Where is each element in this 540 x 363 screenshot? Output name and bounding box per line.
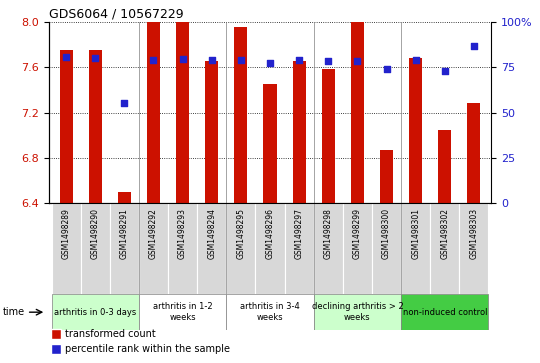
Bar <box>176 22 189 203</box>
Text: GSM1498303: GSM1498303 <box>469 208 478 259</box>
Bar <box>89 50 102 203</box>
Bar <box>293 61 306 203</box>
Point <box>470 43 478 49</box>
Bar <box>401 294 489 330</box>
Bar <box>80 203 110 294</box>
Bar <box>460 203 489 294</box>
Bar <box>285 203 314 294</box>
Point <box>382 66 391 72</box>
Text: time: time <box>3 307 25 317</box>
Text: arthritis in 3-4
weeks: arthritis in 3-4 weeks <box>240 302 300 322</box>
Text: GSM1498296: GSM1498296 <box>266 208 274 259</box>
Bar <box>168 203 197 294</box>
Bar <box>110 203 139 294</box>
Bar <box>226 203 255 294</box>
Bar <box>343 203 372 294</box>
Point <box>149 57 158 63</box>
Bar <box>380 150 393 203</box>
Point <box>324 58 333 64</box>
Text: GSM1498293: GSM1498293 <box>178 208 187 259</box>
Text: declining arthritis > 2
weeks: declining arthritis > 2 weeks <box>312 302 403 322</box>
Text: GSM1498301: GSM1498301 <box>411 208 420 259</box>
Text: non-induced control: non-induced control <box>402 308 487 317</box>
Bar <box>139 203 168 294</box>
Bar <box>409 58 422 203</box>
Text: GSM1498291: GSM1498291 <box>120 208 129 259</box>
Point <box>441 68 449 73</box>
Bar <box>372 203 401 294</box>
Bar <box>351 22 364 203</box>
Bar <box>438 130 451 203</box>
Text: GSM1498302: GSM1498302 <box>440 208 449 259</box>
Point <box>178 56 187 62</box>
Text: GDS6064 / 10567229: GDS6064 / 10567229 <box>49 8 183 21</box>
Text: arthritis in 0-3 days: arthritis in 0-3 days <box>54 308 136 317</box>
Bar <box>118 192 131 203</box>
Bar <box>139 294 226 330</box>
Point <box>266 60 274 66</box>
Bar <box>59 50 73 203</box>
Bar <box>51 203 80 294</box>
Bar <box>322 69 335 203</box>
Legend: transformed count, percentile rank within the sample: transformed count, percentile rank withi… <box>48 326 233 358</box>
Bar <box>51 294 139 330</box>
Text: GSM1498295: GSM1498295 <box>237 208 245 259</box>
Text: GSM1498289: GSM1498289 <box>62 208 71 259</box>
Text: GSM1498292: GSM1498292 <box>149 208 158 259</box>
Point <box>295 57 303 63</box>
Bar <box>255 203 285 294</box>
Bar <box>401 203 430 294</box>
Bar <box>430 203 460 294</box>
Point <box>411 57 420 63</box>
Point <box>237 57 245 63</box>
Bar <box>205 61 218 203</box>
Bar <box>147 22 160 203</box>
Text: GSM1498297: GSM1498297 <box>295 208 303 259</box>
Bar <box>314 203 343 294</box>
Bar <box>467 103 481 203</box>
Text: GSM1498299: GSM1498299 <box>353 208 362 259</box>
Bar <box>314 294 401 330</box>
Bar <box>226 294 314 330</box>
Bar <box>234 28 247 203</box>
Text: GSM1498300: GSM1498300 <box>382 208 391 259</box>
Text: arthritis in 1-2
weeks: arthritis in 1-2 weeks <box>153 302 212 322</box>
Text: GSM1498290: GSM1498290 <box>91 208 100 259</box>
Point <box>120 101 129 106</box>
Text: GSM1498294: GSM1498294 <box>207 208 216 259</box>
Bar <box>264 84 276 203</box>
Point <box>62 54 70 60</box>
Bar <box>197 203 226 294</box>
Point <box>207 57 216 63</box>
Text: GSM1498298: GSM1498298 <box>324 208 333 259</box>
Point <box>353 58 362 64</box>
Point <box>91 55 99 61</box>
